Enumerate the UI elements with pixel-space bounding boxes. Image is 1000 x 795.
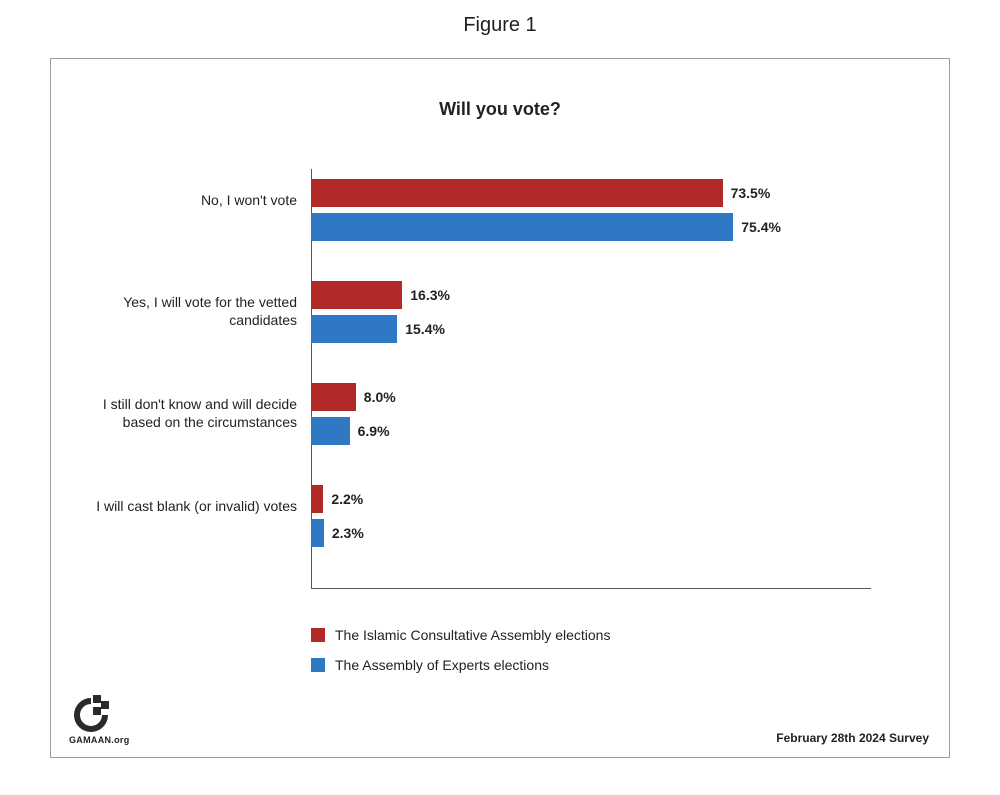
- category-label: No, I won't vote: [67, 192, 311, 210]
- category-label: I still don't know and will decide based…: [67, 396, 311, 431]
- bar-group: Yes, I will vote for the vetted candidat…: [311, 281, 871, 343]
- source-logo: GAMAAN.org: [69, 695, 130, 745]
- category-label: I will cast blank (or invalid) votes: [67, 498, 311, 516]
- source-logo-text: GAMAAN.org: [69, 735, 130, 745]
- bar-assembly_experts: [311, 519, 324, 547]
- bar-value-label: 2.3%: [332, 519, 364, 547]
- survey-date: February 28th 2024 Survey: [776, 731, 929, 745]
- gamaan-logo-icon: [69, 695, 113, 733]
- bar-assembly_experts: [311, 213, 733, 241]
- chart-plot-area: No, I won't vote73.5%75.4%Yes, I will vo…: [311, 169, 871, 589]
- legend-label: The Assembly of Experts elections: [335, 657, 549, 673]
- legend-item: The Islamic Consultative Assembly electi…: [311, 627, 610, 643]
- bar-group: I will cast blank (or invalid) votes2.2%…: [311, 485, 871, 547]
- category-label: Yes, I will vote for the vetted candidat…: [67, 294, 311, 329]
- bar-value-label: 15.4%: [405, 315, 445, 343]
- bar-assembly_experts: [311, 315, 397, 343]
- bar-group: No, I won't vote73.5%75.4%: [311, 179, 871, 241]
- bar-islamic_consultative: [311, 485, 323, 513]
- bar-islamic_consultative: [311, 179, 723, 207]
- bar-value-label: 6.9%: [358, 417, 390, 445]
- legend-label: The Islamic Consultative Assembly electi…: [335, 627, 610, 643]
- bar-islamic_consultative: [311, 281, 402, 309]
- legend-swatch: [311, 628, 325, 642]
- bar-value-label: 2.2%: [331, 485, 363, 513]
- bar-value-label: 73.5%: [731, 179, 771, 207]
- figure-label: Figure 1: [0, 14, 1000, 37]
- bar-group: I still don't know and will decide based…: [311, 383, 871, 445]
- chart-legend: The Islamic Consultative Assembly electi…: [311, 627, 610, 687]
- x-axis: [311, 588, 871, 589]
- bar-value-label: 75.4%: [741, 213, 781, 241]
- legend-item: The Assembly of Experts elections: [311, 657, 610, 673]
- bar-assembly_experts: [311, 417, 350, 445]
- legend-swatch: [311, 658, 325, 672]
- bar-value-label: 8.0%: [364, 383, 396, 411]
- bar-islamic_consultative: [311, 383, 356, 411]
- page: Figure 1 Will you vote? No, I won't vote…: [0, 0, 1000, 795]
- bar-value-label: 16.3%: [410, 281, 450, 309]
- chart-title: Will you vote?: [51, 99, 949, 120]
- chart-frame: Will you vote? No, I won't vote 73.5% 75.4…: [50, 58, 950, 758]
